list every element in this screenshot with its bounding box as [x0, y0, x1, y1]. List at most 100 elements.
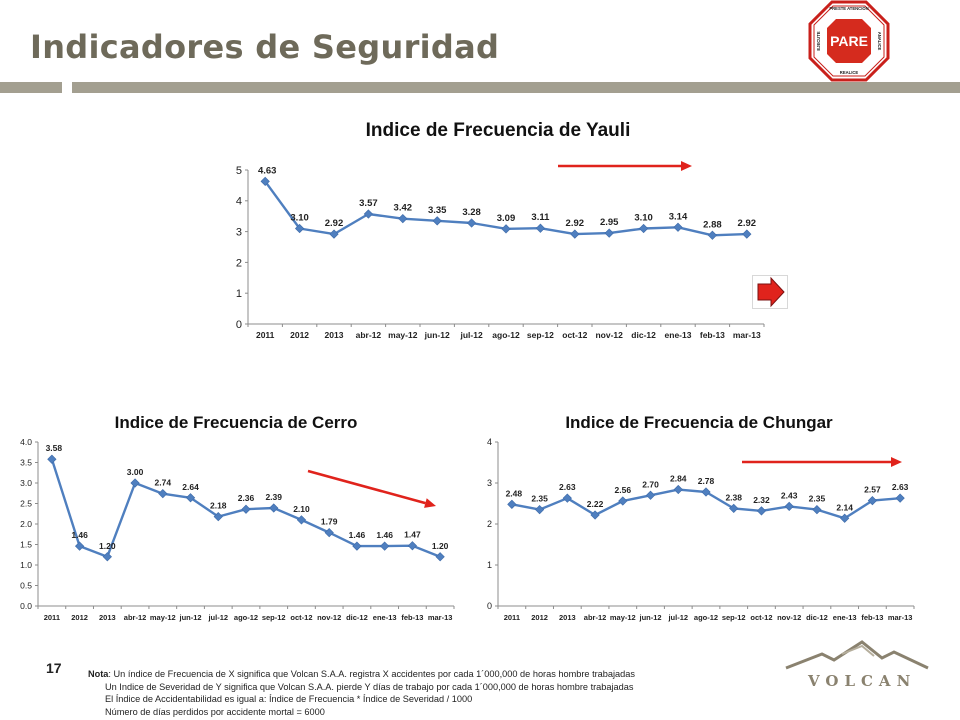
x-tick-label: dic-12 — [806, 613, 828, 622]
data-point — [590, 510, 600, 520]
data-point — [840, 513, 850, 523]
x-tick-label: ene-13 — [665, 330, 692, 340]
header-divider-right — [72, 82, 960, 93]
data-label: 1.46 — [71, 530, 88, 540]
data-point — [47, 454, 57, 464]
data-label: 3.14 — [669, 211, 688, 222]
chart-cerro: Indice de Frecuencia de Cerro 0.0 0.5 1.0 1.… — [8, 398, 464, 630]
note-line: : Un índice de Frecuencia de X significa… — [108, 669, 635, 679]
chart-title: Indice de Frecuencia de Cerro — [115, 413, 358, 432]
data-point — [562, 493, 572, 503]
chart-canvas: Indice de Frecuencia de Yauli 0 1 2 3 4 5 2011 2… — [236, 120, 765, 340]
data-point — [742, 229, 752, 239]
x-tick-label: ago-12 — [694, 613, 718, 622]
data-point — [895, 493, 905, 503]
stop-sign-logo: PARE PRESTE ATENCIÓN REALICE EJECUTE ANA… — [808, 0, 890, 82]
page-title: Indicadores de Seguridad — [30, 28, 500, 66]
x-tick-label: feb-13 — [401, 613, 423, 622]
chart-title: Indice de Frecuencia de Chungar — [565, 413, 833, 432]
data-point — [812, 505, 822, 515]
data-label: 2.92 — [738, 218, 757, 229]
x-tick-label: sep-12 — [722, 613, 746, 622]
data-label: 2.35 — [531, 494, 548, 504]
data-label: 2.74 — [155, 478, 172, 488]
data-label: 2.18 — [210, 501, 227, 511]
chart-title: Indice de Frecuencia de Yauli — [366, 120, 631, 141]
x-tick-label: mar-13 — [733, 330, 761, 340]
x-tick-label: may-12 — [150, 613, 176, 622]
data-point — [501, 224, 511, 234]
data-point — [673, 222, 683, 232]
data-point — [296, 515, 307, 525]
data-point — [185, 493, 196, 503]
x-tick-label: feb-13 — [700, 330, 725, 340]
data-point — [466, 218, 477, 228]
right-arrow-icon[interactable] — [752, 275, 788, 309]
y-tick-label: 1 — [236, 288, 242, 300]
page-number: 17 — [46, 660, 62, 676]
data-point — [74, 541, 85, 551]
data-label: 2.95 — [600, 217, 619, 228]
footnote: Nota: Un índice de Frecuencia de X signi… — [88, 668, 635, 718]
y-tick-label: 2 — [487, 519, 492, 529]
x-tick-label: jun-12 — [178, 613, 201, 622]
y-tick-label: 3.5 — [20, 457, 32, 467]
data-label: 2.43 — [781, 490, 798, 500]
data-label: 1.20 — [99, 541, 116, 551]
y-tick-label: 2.0 — [20, 519, 32, 529]
data-point — [570, 229, 580, 239]
data-label: 2.78 — [698, 476, 715, 486]
data-point — [604, 228, 614, 238]
data-label: 1.47 — [404, 530, 421, 540]
x-tick-label: 2013 — [99, 613, 116, 622]
x-tick-label: nov-12 — [317, 613, 341, 622]
data-label: 2.14 — [836, 502, 853, 512]
y-tick-label: 4 — [487, 437, 492, 447]
data-point — [673, 484, 683, 495]
data-point — [618, 496, 628, 506]
data-label: 2.35 — [809, 494, 826, 504]
data-label: 2.36 — [238, 493, 255, 503]
data-point — [432, 216, 442, 226]
data-label: 2.70 — [642, 479, 659, 489]
data-point — [638, 223, 649, 234]
note-line: Un Indice de Severidad de Y significa qu… — [105, 681, 634, 692]
data-label: 2.39 — [265, 492, 282, 502]
data-label: 1.20 — [432, 541, 449, 551]
x-tick-label: jun-12 — [424, 330, 450, 340]
header-divider-left — [0, 82, 62, 93]
y-tick-label: 3.0 — [20, 478, 32, 488]
x-tick-label: jul-12 — [667, 613, 688, 622]
data-point — [398, 214, 408, 224]
data-point — [867, 496, 878, 506]
data-point — [535, 223, 546, 233]
data-point — [534, 505, 545, 515]
x-tick-label: 2012 — [531, 613, 548, 622]
data-label: 2.48 — [506, 488, 523, 498]
data-label: 1.46 — [349, 530, 366, 540]
y-tick-label: 4 — [236, 196, 242, 208]
x-tick-label: oct-12 — [290, 613, 312, 622]
x-tick-label: ene-13 — [373, 613, 397, 622]
x-tick-label: sep-12 — [527, 330, 554, 340]
data-label: 3.42 — [394, 203, 413, 214]
y-tick-label: 3 — [487, 478, 492, 488]
x-tick-label: mar-13 — [428, 613, 453, 622]
data-point — [294, 223, 305, 234]
svg-text:PARE: PARE — [830, 33, 868, 49]
x-tick-label: 2011 — [504, 613, 520, 622]
x-tick-label: abr-12 — [584, 613, 607, 622]
x-tick-label: jul-12 — [207, 613, 228, 622]
data-point — [213, 511, 223, 522]
data-label: 2.63 — [892, 482, 909, 492]
x-tick-label: abr-12 — [124, 613, 147, 622]
data-label: 3.57 — [359, 198, 378, 209]
y-tick-label: 1.0 — [20, 560, 32, 570]
data-label: 2.22 — [587, 499, 604, 509]
data-point — [756, 506, 767, 516]
data-label: 1.79 — [321, 517, 338, 527]
x-tick-label: ago-12 — [492, 330, 520, 340]
x-tick-label: dic-12 — [346, 613, 368, 622]
data-point — [784, 501, 794, 511]
note-line: El Índice de Accidentabilidad es igual a… — [105, 694, 473, 705]
